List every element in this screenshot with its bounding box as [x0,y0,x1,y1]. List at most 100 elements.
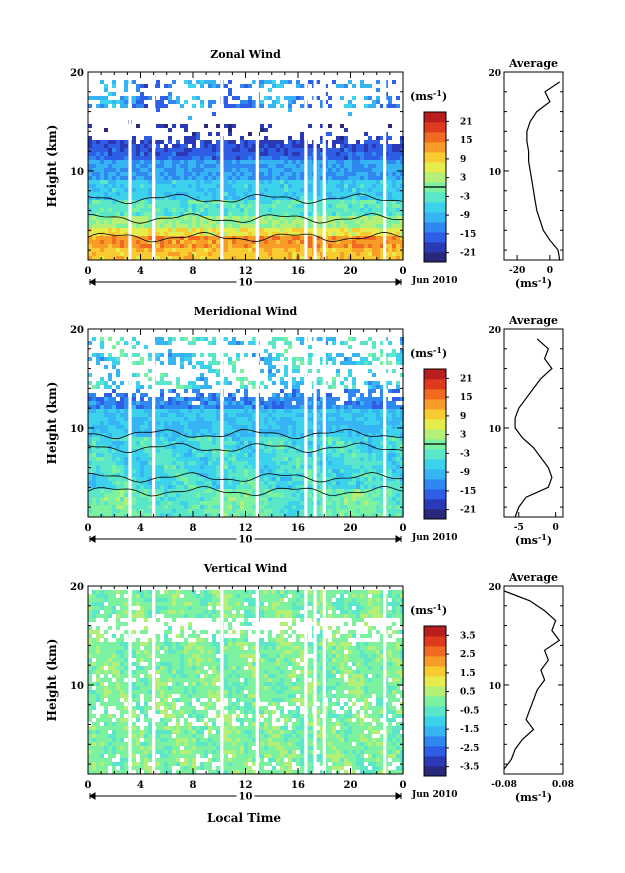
heatmap-cell [200,80,204,84]
heatmap-cell [352,236,356,240]
heatmap-cell [244,152,248,156]
heatmap-cell [360,164,364,168]
heatmap-cell [136,445,140,449]
heatmap-cell [148,401,152,405]
heatmap-cell [248,220,252,224]
heatmap-cell [188,184,192,188]
heatmap-cell [360,228,364,232]
heatmap-cell [280,481,284,485]
heatmap-cell [324,341,328,345]
heatmap-cell [216,437,220,441]
heatmap-cell [208,168,212,172]
heatmap-cell [120,453,124,457]
heatmap-cell [212,228,216,232]
heatmap-cell [116,208,120,212]
heatmap-cell [160,140,164,144]
heatmap-cell [100,413,104,417]
heatmap-cell [348,200,352,204]
heatmap-cell [192,176,196,180]
heatmap-cell [108,140,112,144]
heatmap-cell [292,409,296,413]
heatmap-cell [104,421,108,425]
heatmap-cell [396,144,400,148]
heatmap-cell [340,168,344,172]
heatmap-cell [160,401,164,405]
heatmap-cell [120,457,124,461]
heatmap-cell [188,208,192,212]
heatmap-cell [380,200,384,204]
heatmap-cell [268,152,272,156]
heatmap-cell [228,397,232,401]
heatmap-cell [232,204,236,208]
heatmap-cell [368,477,372,481]
heatmap-cell [132,232,136,236]
heatmap-cell [392,104,396,108]
heatmap-cell [200,437,204,441]
heatmap-cell [132,168,136,172]
heatmap-cell [344,377,348,381]
heatmap-cell [296,192,300,196]
heatmap-cell [196,413,200,417]
heatmap-cell [276,236,280,240]
heatmap-cell [140,220,144,224]
heatmap-cell [268,96,272,100]
heatmap-cell [212,341,216,345]
heatmap-cell [172,80,176,84]
heatmap-cell [224,441,228,445]
heatmap-cell [120,212,124,216]
heatmap-cell [180,232,184,236]
heatmap-cell [372,204,376,208]
heatmap-cell [328,353,332,357]
heatmap-cell [180,457,184,461]
heatmap-cell [352,453,356,457]
heatmap-cell [144,188,148,192]
heatmap-cell [332,144,336,148]
heatmap-cell [224,240,228,244]
heatmap-cell [252,156,256,160]
heatmap-cell [156,184,160,188]
heatmap-cell [192,365,196,369]
heatmap-cell [380,341,384,345]
heatmap-cell [236,236,240,240]
heatmap-cell [112,345,116,349]
heatmap-cell [360,413,364,417]
heatmap-cell [252,417,256,421]
heatmap-cell [340,421,344,425]
heatmap-cell [180,385,184,389]
heatmap-cell [264,212,268,216]
heatmap-cell [364,429,368,433]
heatmap-cell [140,485,144,489]
heatmap-cell [212,84,216,88]
heatmap-cell [380,244,384,248]
heatmap-cell [320,232,324,236]
heatmap-cell [224,232,228,236]
heatmap-cell [260,409,264,413]
heatmap-cell [320,104,324,108]
heatmap-cell [244,224,248,228]
heatmap-cell [392,405,396,409]
heatmap-cell [216,188,220,192]
heatmap-cell [240,449,244,453]
heatmap-cell [260,208,264,212]
heatmap-cell [232,104,236,108]
heatmap-cell [136,224,140,228]
heatmap-cell [148,465,152,469]
heatmap-cell [172,240,176,244]
heatmap-cell [392,401,396,405]
heatmap-cell [292,204,296,208]
heatmap-cell [180,152,184,156]
heatmap-cell [272,152,276,156]
heatmap-cell [184,180,188,184]
heatmap-cell [228,361,232,365]
heatmap-cell [340,84,344,88]
heatmap-cell [272,417,276,421]
heatmap-cell [388,204,392,208]
heatmap-cell [100,345,104,349]
heatmap-cell [308,429,312,433]
heatmap-cell [160,184,164,188]
heatmap-cell [232,124,236,128]
heatmap-cell [124,104,128,108]
heatmap-cell [196,361,200,365]
heatmap-cell [164,465,168,469]
heatmap-cell [388,477,392,481]
